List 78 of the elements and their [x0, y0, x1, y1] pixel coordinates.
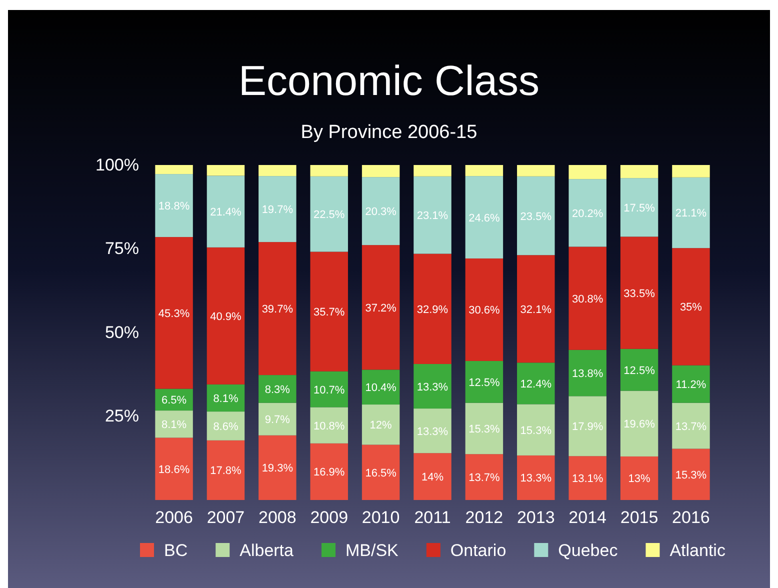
data-label: 19.7%: [262, 204, 294, 216]
data-label: 10.8%: [314, 420, 345, 432]
data-label: 30.6%: [468, 304, 500, 317]
data-label: 13%: [628, 473, 650, 486]
data-label: 19.6%: [624, 418, 656, 431]
data-label: 21.4%: [210, 206, 242, 219]
data-label: 6.5%: [162, 394, 187, 407]
data-label: 8.6%: [213, 420, 238, 433]
data-label: 40.9%: [210, 310, 242, 323]
data-label: 18.6%: [158, 464, 190, 476]
data-label: 10.7%: [314, 384, 345, 396]
data-label: 32.1%: [520, 304, 552, 316]
data-label: 9.7%: [264, 414, 290, 426]
data-label: 8.1%: [162, 419, 187, 432]
chart-title: Economic Class: [238, 57, 540, 104]
data-label: 13.3%: [416, 381, 448, 394]
data-label: 13.7%: [675, 420, 707, 433]
data-label: 16.9%: [314, 466, 345, 479]
data-label: 20.2%: [572, 208, 604, 220]
x-tick-label: 2007: [206, 508, 245, 528]
x-tick-label: 2010: [362, 508, 400, 528]
legend-label: MB/SK: [346, 541, 400, 560]
data-label: 13.3%: [520, 472, 552, 485]
chart-subtitle: By Province 2006-15: [300, 122, 478, 143]
y-tick-label: 75%: [104, 239, 139, 258]
data-label: 13.8%: [572, 368, 604, 380]
data-label: 23.1%: [416, 210, 448, 222]
data-label: 35%: [680, 302, 702, 314]
data-label: 35.7%: [314, 306, 345, 319]
data-label: 24.6%: [468, 212, 500, 224]
data-label: 13.7%: [468, 472, 500, 484]
data-label: 16.5%: [365, 467, 397, 480]
data-label: 15.3%: [468, 423, 500, 436]
data-label: 33.5%: [624, 288, 656, 300]
data-label: 14%: [421, 472, 444, 484]
y-tick-label: 50%: [104, 322, 139, 342]
data-label: 12%: [370, 420, 392, 432]
data-label: 21.1%: [675, 208, 707, 220]
data-label: 45.3%: [158, 308, 190, 320]
x-tick-label: 2013: [516, 508, 555, 528]
y-tick-label: 25%: [104, 406, 139, 426]
data-label: 12.5%: [468, 376, 500, 389]
data-label: 37.2%: [365, 302, 397, 314]
legend-label: Atlantic: [670, 541, 726, 560]
data-label: 15.3%: [675, 469, 707, 482]
x-tick-label: 2008: [258, 508, 296, 528]
y-tick-label: 100%: [96, 155, 139, 174]
data-label: 17.9%: [572, 421, 604, 434]
x-tick-label: 2012: [465, 508, 504, 528]
data-label: 8.3%: [264, 384, 290, 396]
x-tick-label: 2009: [310, 508, 348, 528]
data-label: 19.3%: [262, 462, 294, 475]
data-label: 10.4%: [365, 382, 397, 394]
data-label: 13.3%: [416, 426, 448, 438]
legend-label: BC: [164, 541, 188, 560]
data-label: 15.3%: [520, 424, 552, 437]
data-label: 13.1%: [572, 473, 604, 486]
legend-label: Ontario: [450, 541, 506, 560]
data-label: 23.5%: [520, 210, 552, 223]
data-label: 20.3%: [365, 206, 397, 218]
x-tick-label: 2015: [620, 508, 658, 528]
x-tick-label: 2011: [414, 508, 451, 528]
data-label: 18.8%: [158, 200, 190, 213]
data-label: 11.2%: [676, 379, 706, 392]
data-label: 39.7%: [262, 304, 294, 316]
legend-label: Quebec: [558, 541, 618, 560]
legend-label: Alberta: [240, 541, 294, 560]
data-label: 8.1%: [213, 392, 238, 405]
data-label: 12.5%: [624, 364, 656, 377]
x-tick-label: 2016: [672, 508, 710, 528]
data-label: 32.9%: [416, 304, 448, 316]
data-label: 17.8%: [210, 465, 242, 478]
data-label: 22.5%: [314, 209, 345, 222]
x-tick-label: 2006: [155, 508, 193, 528]
data-label: 30.8%: [572, 293, 604, 306]
data-label: 12.4%: [520, 378, 552, 390]
data-label: 17.5%: [624, 202, 656, 214]
x-tick-label: 2014: [568, 508, 606, 528]
